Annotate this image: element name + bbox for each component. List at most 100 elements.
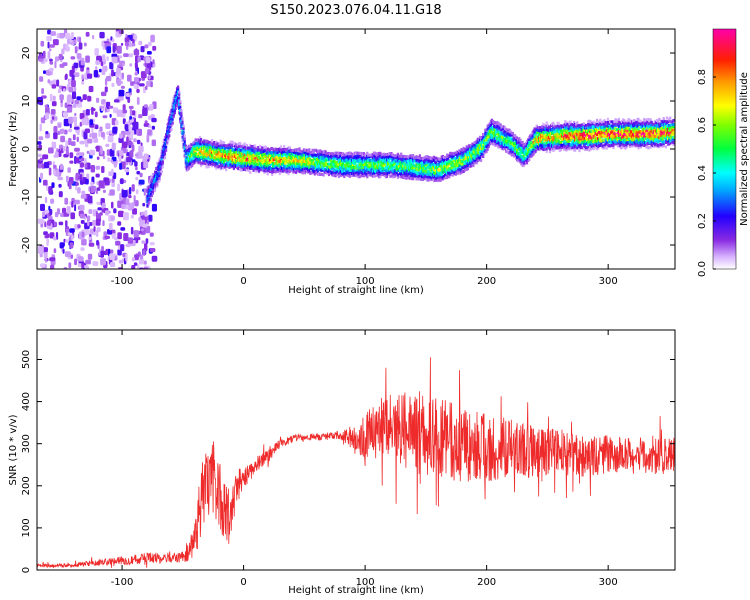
heatmap-cell — [604, 136, 607, 140]
heatmap-cell — [151, 190, 154, 194]
heatmap-cell — [110, 262, 116, 268]
heatmap-cell — [461, 159, 464, 163]
heatmap-cell — [116, 67, 121, 75]
heatmap-cell — [129, 108, 133, 116]
heatmap-cell — [198, 136, 202, 140]
heatmap-cell — [121, 141, 128, 148]
heatmap-cell — [109, 113, 112, 118]
heatmap-cell — [156, 182, 159, 186]
heatmap-cell — [447, 165, 450, 169]
heatmap-cell — [128, 195, 132, 199]
heatmap-cell — [220, 150, 223, 154]
heatmap-cell — [348, 159, 351, 163]
heatmap-cell — [358, 167, 361, 171]
heatmap-cell — [151, 117, 157, 123]
heatmap-cell — [122, 63, 125, 67]
heatmap-cell — [134, 161, 138, 167]
heatmap-cell — [619, 122, 623, 126]
heatmap-cell — [498, 126, 501, 129]
heatmap-cell — [224, 165, 227, 169]
heatmap-cell — [530, 133, 533, 137]
heatmap-cell — [58, 191, 63, 198]
heatmap-cell — [277, 169, 280, 173]
heatmap-cell — [50, 264, 55, 269]
heatmap-cell — [552, 141, 555, 145]
heatmap-cell — [408, 161, 412, 165]
heatmap-cell — [80, 60, 85, 66]
heatmap-cell — [37, 218, 44, 224]
heatmap-cell — [131, 202, 135, 210]
heatmap-cell — [580, 141, 583, 145]
heatmap-cell — [480, 158, 483, 162]
heatmap-cell — [207, 165, 210, 169]
heatmap-cell — [226, 152, 229, 156]
heatmap-cell — [49, 257, 56, 262]
heatmap-cell — [190, 151, 193, 155]
heatmap-cell — [181, 122, 184, 126]
heatmap-cell — [610, 143, 613, 147]
heatmap-cell — [80, 157, 85, 162]
heatmap-cell — [142, 202, 146, 207]
heatmap-cell — [101, 68, 106, 76]
heatmap-cell — [136, 151, 143, 159]
heatmap-cell — [307, 158, 310, 162]
heatmap-cell — [627, 121, 630, 125]
heatmap-cell — [517, 146, 520, 150]
heatmap-cell — [137, 56, 141, 63]
heatmap-cell — [306, 156, 309, 160]
heatmap-cell — [517, 151, 520, 155]
heatmap-cell — [245, 143, 249, 147]
heatmap-cell — [135, 176, 139, 181]
heatmap-cell — [255, 169, 258, 173]
heatmap-cell — [355, 156, 358, 160]
heatmap-cell — [268, 154, 272, 158]
heatmap-cell — [95, 218, 101, 226]
heatmap-cell — [124, 168, 130, 173]
heatmap-cell — [557, 125, 560, 129]
heatmap-cell — [140, 228, 144, 232]
heatmap-cell — [238, 144, 241, 148]
heatmap-cell — [73, 126, 80, 130]
heatmap-cell — [50, 31, 56, 36]
heatmap-cell — [44, 196, 48, 204]
heatmap-cell — [610, 134, 613, 138]
heatmap-cell — [536, 130, 539, 134]
heatmap-cell — [150, 185, 153, 189]
heatmap-cell — [580, 133, 583, 136]
heatmap-cell — [80, 194, 87, 199]
heatmap-cell — [243, 152, 246, 156]
heatmap-cell — [569, 143, 572, 147]
heatmap-cell — [74, 112, 77, 116]
heatmap-cell — [621, 145, 624, 149]
heatmap-cell — [370, 167, 373, 171]
heatmap-cell — [587, 145, 590, 149]
heatmap-cell — [189, 162, 192, 166]
heatmap-cell — [133, 195, 136, 204]
heatmap-cell — [615, 128, 618, 131]
heatmap-cell — [387, 161, 390, 165]
heatmap-cell — [179, 109, 182, 112]
heatmap-cell — [545, 128, 548, 132]
heatmap-cell — [598, 126, 601, 130]
heatmap-cell — [627, 130, 630, 134]
heatmap-cell — [53, 154, 57, 158]
heatmap-cell — [578, 149, 581, 153]
heatmap-cell — [628, 144, 631, 148]
heatmap-cell — [66, 206, 71, 214]
heatmap-cell — [167, 132, 170, 136]
heatmap-cell — [239, 142, 242, 146]
heatmap-cell — [69, 228, 75, 233]
heatmap-cell — [257, 169, 261, 173]
heatmap-cell — [376, 154, 379, 158]
heatmap-cell — [170, 127, 173, 131]
heatmap-cell — [535, 124, 538, 128]
heatmap-cell — [84, 163, 88, 169]
heatmap-cell — [249, 162, 252, 166]
heatmap-cell — [203, 145, 206, 149]
heatmap-cell — [203, 157, 206, 161]
heatmap-cell — [118, 137, 124, 143]
heatmap-cell — [581, 135, 584, 139]
heatmap-cell — [111, 201, 114, 209]
heatmap-cell — [220, 157, 223, 161]
heatmap-cell — [287, 172, 290, 176]
